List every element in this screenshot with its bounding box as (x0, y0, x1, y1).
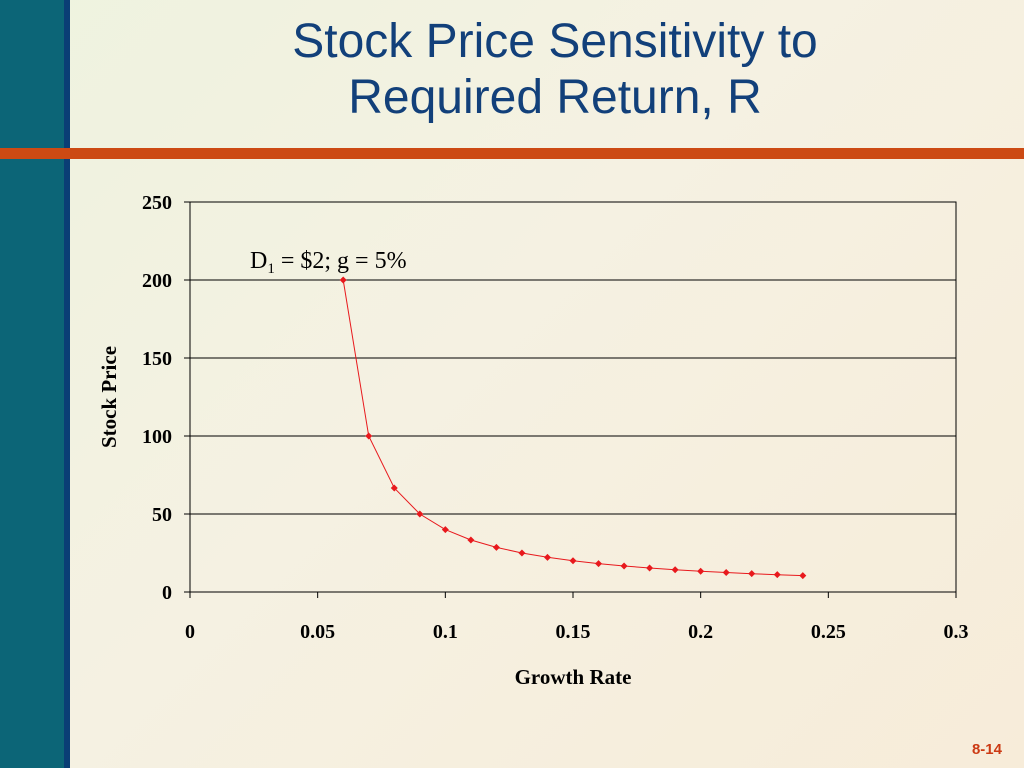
gridlines (190, 279, 956, 515)
data-point-marker (518, 549, 526, 557)
data-point-marker (620, 562, 628, 570)
data-point-marker (595, 560, 603, 568)
y-tick-label: 100 (142, 426, 172, 448)
x-tick-label: 0.15 (556, 621, 591, 643)
y-axis-ticks: 0 50 100 150 200 250 (142, 192, 190, 604)
data-point-marker (416, 510, 424, 518)
x-tick-label: 0.25 (811, 621, 846, 643)
data-point-marker (748, 570, 756, 578)
x-tick-label: 0.2 (688, 621, 713, 643)
title-line-1: Stock Price Sensitivity to (292, 15, 818, 68)
data-point-marker (569, 557, 577, 565)
x-axis-ticks: 0 0.05 0.1 0.15 0.2 0.25 0.3 (185, 592, 969, 643)
y-tick-label: 250 (142, 192, 172, 214)
chart-annotation: D1 = $2; g = 5% (250, 248, 407, 277)
data-point-marker (365, 432, 373, 440)
data-points (339, 276, 807, 580)
annotation-subscript: 1 (267, 261, 275, 277)
y-tick-label: 150 (142, 348, 172, 370)
data-point-marker (339, 276, 347, 284)
data-point-marker (799, 572, 807, 580)
left-accent-bar (0, 0, 64, 768)
data-point-marker (773, 571, 781, 579)
title-divider (0, 148, 1024, 159)
data-point-marker (671, 566, 679, 574)
x-tick-label: 0.3 (944, 621, 969, 643)
y-axis-label: Stock Price (97, 346, 121, 448)
annotation-main: D (250, 248, 267, 274)
x-tick-label: 0.1 (433, 621, 458, 643)
left-accent-line (64, 0, 70, 768)
x-tick-label: 0.05 (300, 621, 335, 643)
data-point-marker (722, 569, 730, 576)
y-tick-label: 50 (152, 504, 172, 526)
data-point-marker (467, 536, 475, 544)
data-point-marker (543, 553, 551, 561)
x-tick-label: 0 (185, 621, 195, 643)
title-line-2: Required Return, R (348, 71, 762, 124)
data-point-marker (697, 567, 705, 575)
y-tick-label: 200 (142, 270, 172, 292)
data-point-marker (492, 543, 500, 551)
slide-page-number: 8-14 (971, 741, 1002, 758)
annotation-rest: = $2; g = 5% (275, 248, 407, 274)
slide-title: Stock Price Sensitivity to Required Retu… (110, 14, 1000, 126)
data-point-marker (441, 526, 449, 534)
data-point-marker (390, 484, 398, 492)
series-line (342, 279, 803, 577)
y-tick-label: 0 (162, 582, 172, 604)
x-axis-label: Growth Rate (515, 665, 632, 689)
data-point-marker (646, 564, 654, 572)
